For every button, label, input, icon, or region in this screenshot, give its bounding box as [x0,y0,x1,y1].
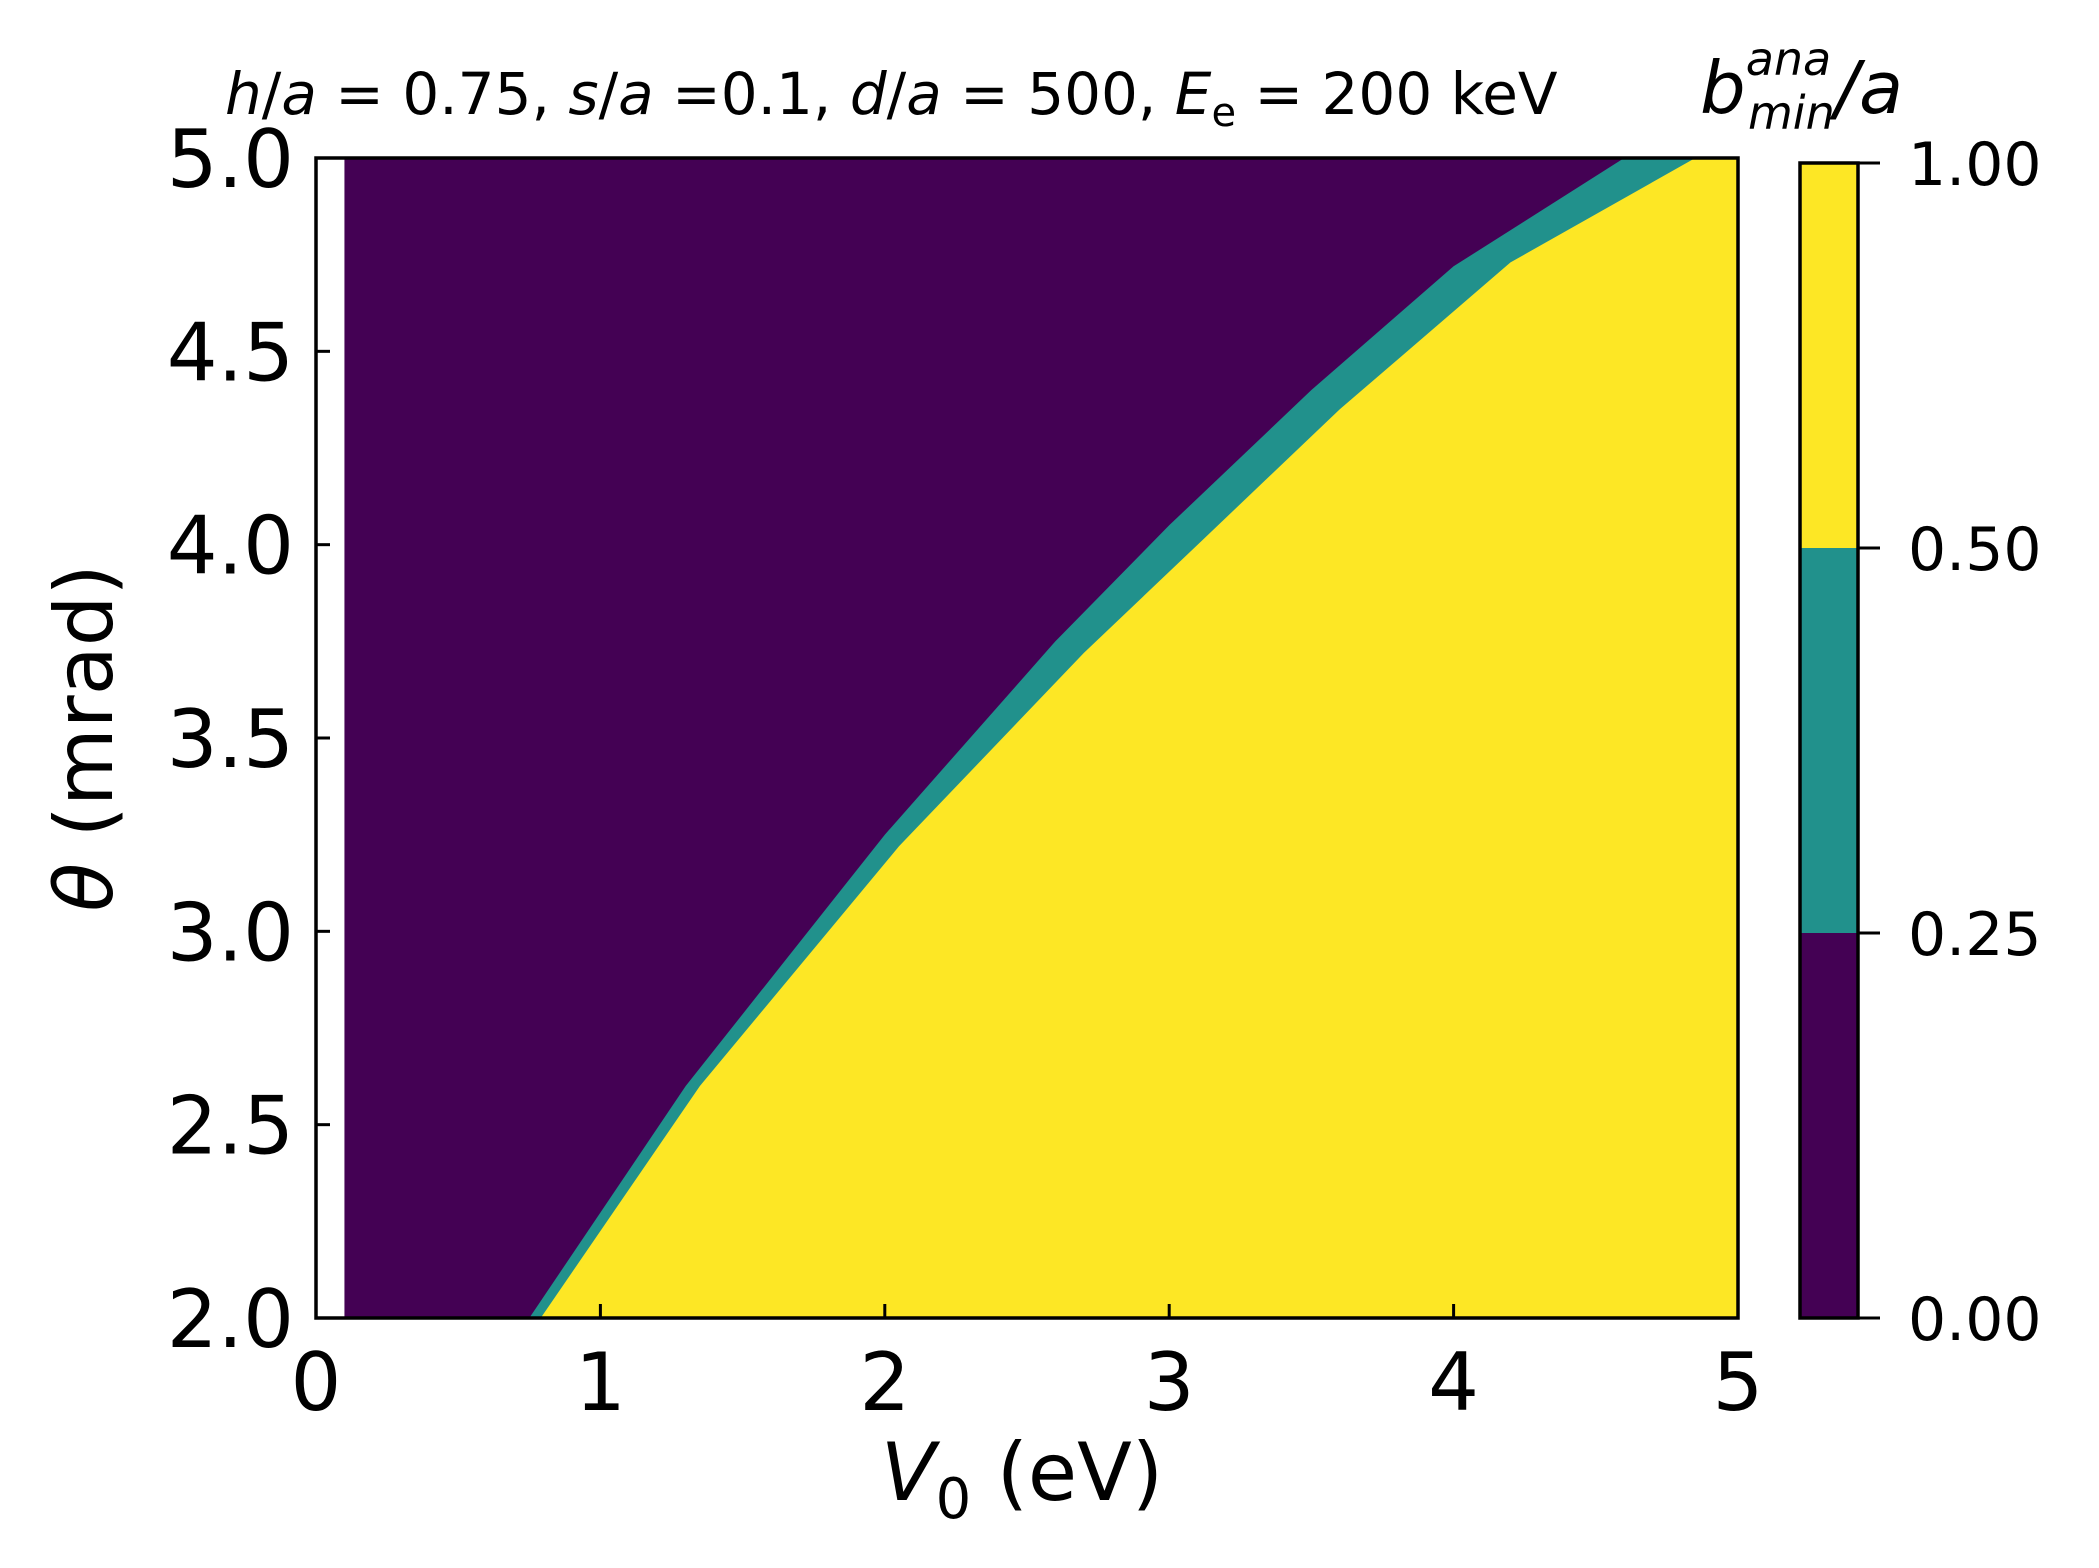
colorbar-tick-label: 0.50 [1908,515,2042,585]
colorbar-label: bana min/a [1700,32,1903,140]
x-tick-label: 4 [1428,1336,1479,1429]
y-axis-ticks: 2.0 2.5 3.0 3.5 4.0 4.5 5.0 [167,113,330,1366]
colorbar-segment-low [1800,933,1858,1318]
y-tick-label: 2.5 [167,1080,294,1173]
y-tick-label: 4.5 [167,306,294,399]
x-tick-label: 0 [291,1336,342,1429]
x-tick-label: 2 [859,1336,910,1429]
plot-frame [314,156,1740,1320]
colorbar-tick-label: 1.00 [1908,130,2042,200]
x-tick-label: 3 [1144,1336,1195,1429]
x-tick-label: 5 [1713,1336,1764,1429]
y-axis-label: θ (mrad) [38,564,131,911]
colorbar-ticks: 0.00 0.25 0.50 1.00 [1858,130,2042,1355]
colorbar: 0.00 0.25 0.50 1.00 bana min/a [1700,32,2042,1355]
x-axis-ticks: 0 1 2 3 4 5 [291,1304,1764,1429]
y-tick-label: 5.0 [167,113,294,206]
y-tick-label: 3.0 [167,886,294,979]
colorbar-segment-mid [1800,548,1858,933]
plot-area [344,158,1738,1318]
colorbar-tick-label: 0.25 [1908,900,2042,970]
y-tick-label: 3.5 [167,693,294,786]
y-tick-label: 4.0 [167,500,294,593]
colorbar-segment-high [1800,163,1858,548]
heatmap-region-high [540,158,1738,1318]
y-tick-label: 2.0 [167,1273,294,1366]
x-tick-label: 1 [575,1336,626,1429]
x-axis-label: V0 (eV) [881,1426,1163,1532]
chart-title: h/a = 0.75, s/a =0.1, d/a = 500, Ee = 20… [225,60,1558,136]
colorbar-tick-label: 0.00 [1908,1285,2042,1355]
colorbar-frame [1798,161,1860,1320]
